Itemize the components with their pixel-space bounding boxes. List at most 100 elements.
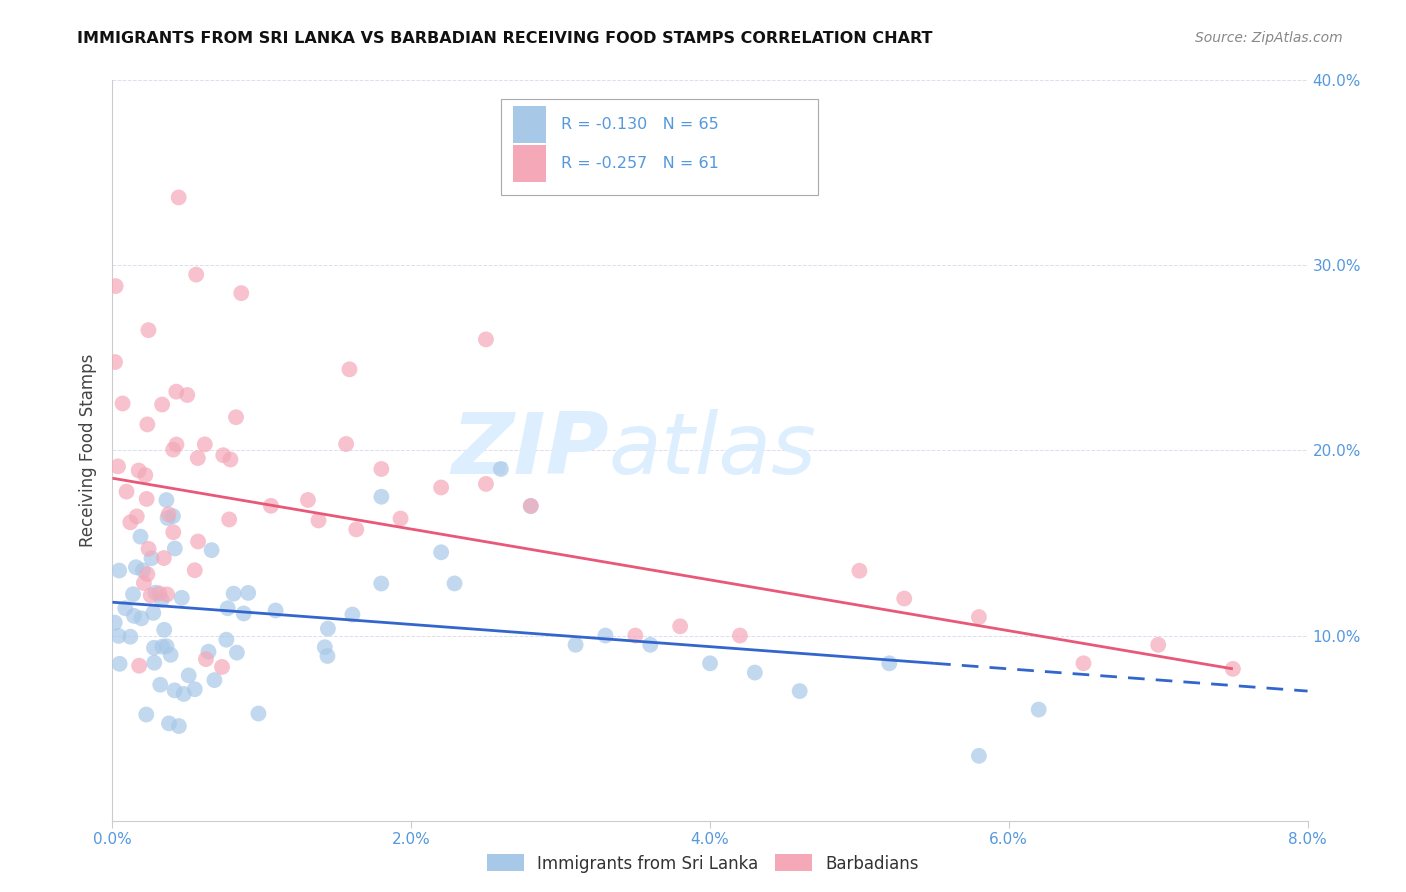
Point bbox=[163, 683, 186, 698]
Point bbox=[142, 606, 165, 620]
Point bbox=[115, 484, 138, 499]
Point bbox=[120, 630, 142, 644]
Point bbox=[389, 511, 412, 525]
Point bbox=[967, 610, 990, 624]
Point bbox=[114, 601, 136, 615]
Point bbox=[1028, 703, 1050, 717]
Point bbox=[194, 437, 217, 451]
Point bbox=[167, 719, 190, 733]
Point bbox=[187, 534, 209, 549]
Point bbox=[153, 551, 176, 566]
Point bbox=[138, 323, 160, 337]
Point bbox=[138, 541, 160, 556]
FancyBboxPatch shape bbox=[513, 106, 547, 144]
Point bbox=[564, 638, 586, 652]
Point bbox=[728, 628, 751, 642]
Point bbox=[157, 716, 180, 731]
Point bbox=[150, 640, 173, 654]
Point bbox=[150, 397, 173, 411]
Point bbox=[186, 268, 208, 282]
Point bbox=[136, 567, 159, 582]
Point bbox=[104, 279, 127, 293]
Point bbox=[173, 687, 195, 701]
FancyBboxPatch shape bbox=[513, 145, 547, 182]
Point bbox=[159, 648, 181, 662]
Point bbox=[225, 410, 247, 425]
Point bbox=[128, 463, 150, 477]
Point bbox=[120, 516, 142, 530]
Point bbox=[148, 586, 170, 600]
Point bbox=[162, 509, 184, 524]
Point bbox=[211, 660, 233, 674]
Point bbox=[877, 657, 901, 671]
Point bbox=[155, 639, 177, 653]
Point bbox=[789, 684, 811, 698]
Point bbox=[1073, 657, 1095, 671]
Point bbox=[128, 658, 150, 673]
Point bbox=[111, 396, 134, 410]
Point bbox=[308, 513, 330, 527]
Text: ZIP: ZIP bbox=[451, 409, 609, 492]
Point bbox=[107, 459, 129, 474]
Point bbox=[475, 332, 498, 346]
Text: R = -0.130   N = 65: R = -0.130 N = 65 bbox=[561, 117, 718, 132]
Point bbox=[167, 190, 190, 204]
Point bbox=[166, 437, 188, 451]
Point bbox=[893, 591, 915, 606]
Point bbox=[108, 564, 131, 578]
Point bbox=[264, 603, 287, 617]
Point bbox=[135, 707, 157, 722]
Point bbox=[370, 462, 392, 476]
Legend: Immigrants from Sri Lanka, Barbadians: Immigrants from Sri Lanka, Barbadians bbox=[481, 847, 925, 880]
Point bbox=[222, 587, 245, 601]
Point bbox=[1222, 662, 1244, 676]
Point bbox=[200, 543, 222, 558]
Point bbox=[177, 668, 200, 682]
Point bbox=[156, 587, 179, 601]
Point bbox=[170, 591, 193, 605]
Point bbox=[157, 508, 180, 522]
Point bbox=[187, 450, 209, 465]
Point bbox=[149, 678, 172, 692]
Point bbox=[125, 560, 148, 574]
Point bbox=[669, 619, 692, 633]
Point bbox=[143, 656, 166, 670]
Point bbox=[156, 511, 179, 525]
Point bbox=[141, 551, 163, 566]
Point bbox=[215, 632, 238, 647]
Point bbox=[475, 477, 498, 491]
Point bbox=[316, 622, 339, 636]
Point bbox=[132, 563, 155, 577]
FancyBboxPatch shape bbox=[501, 99, 818, 195]
Point bbox=[370, 576, 392, 591]
Point bbox=[212, 448, 235, 462]
Point bbox=[316, 648, 339, 663]
Point bbox=[197, 645, 219, 659]
Point bbox=[184, 563, 207, 577]
Point bbox=[162, 442, 184, 457]
Point bbox=[238, 586, 260, 600]
Text: IMMIGRANTS FROM SRI LANKA VS BARBADIAN RECEIVING FOOD STAMPS CORRELATION CHART: IMMIGRANTS FROM SRI LANKA VS BARBADIAN R… bbox=[77, 31, 932, 46]
Point bbox=[142, 640, 165, 655]
Point bbox=[176, 388, 198, 402]
Point bbox=[129, 530, 152, 544]
Point bbox=[184, 682, 207, 697]
Point bbox=[219, 452, 242, 467]
Point bbox=[443, 576, 465, 591]
Point bbox=[107, 629, 129, 643]
Point bbox=[122, 608, 145, 623]
Point bbox=[430, 545, 453, 559]
Text: R = -0.257   N = 61: R = -0.257 N = 61 bbox=[561, 156, 718, 170]
Point bbox=[162, 525, 184, 540]
Point bbox=[194, 652, 217, 666]
Point bbox=[247, 706, 270, 721]
Y-axis label: Receiving Food Stamps: Receiving Food Stamps bbox=[79, 354, 97, 547]
Point bbox=[125, 509, 148, 524]
Text: Source: ZipAtlas.com: Source: ZipAtlas.com bbox=[1195, 31, 1343, 45]
Point bbox=[489, 462, 512, 476]
Point bbox=[314, 640, 336, 655]
Point bbox=[165, 384, 187, 399]
Point bbox=[699, 657, 721, 671]
Point bbox=[155, 493, 177, 508]
Point bbox=[335, 437, 357, 451]
